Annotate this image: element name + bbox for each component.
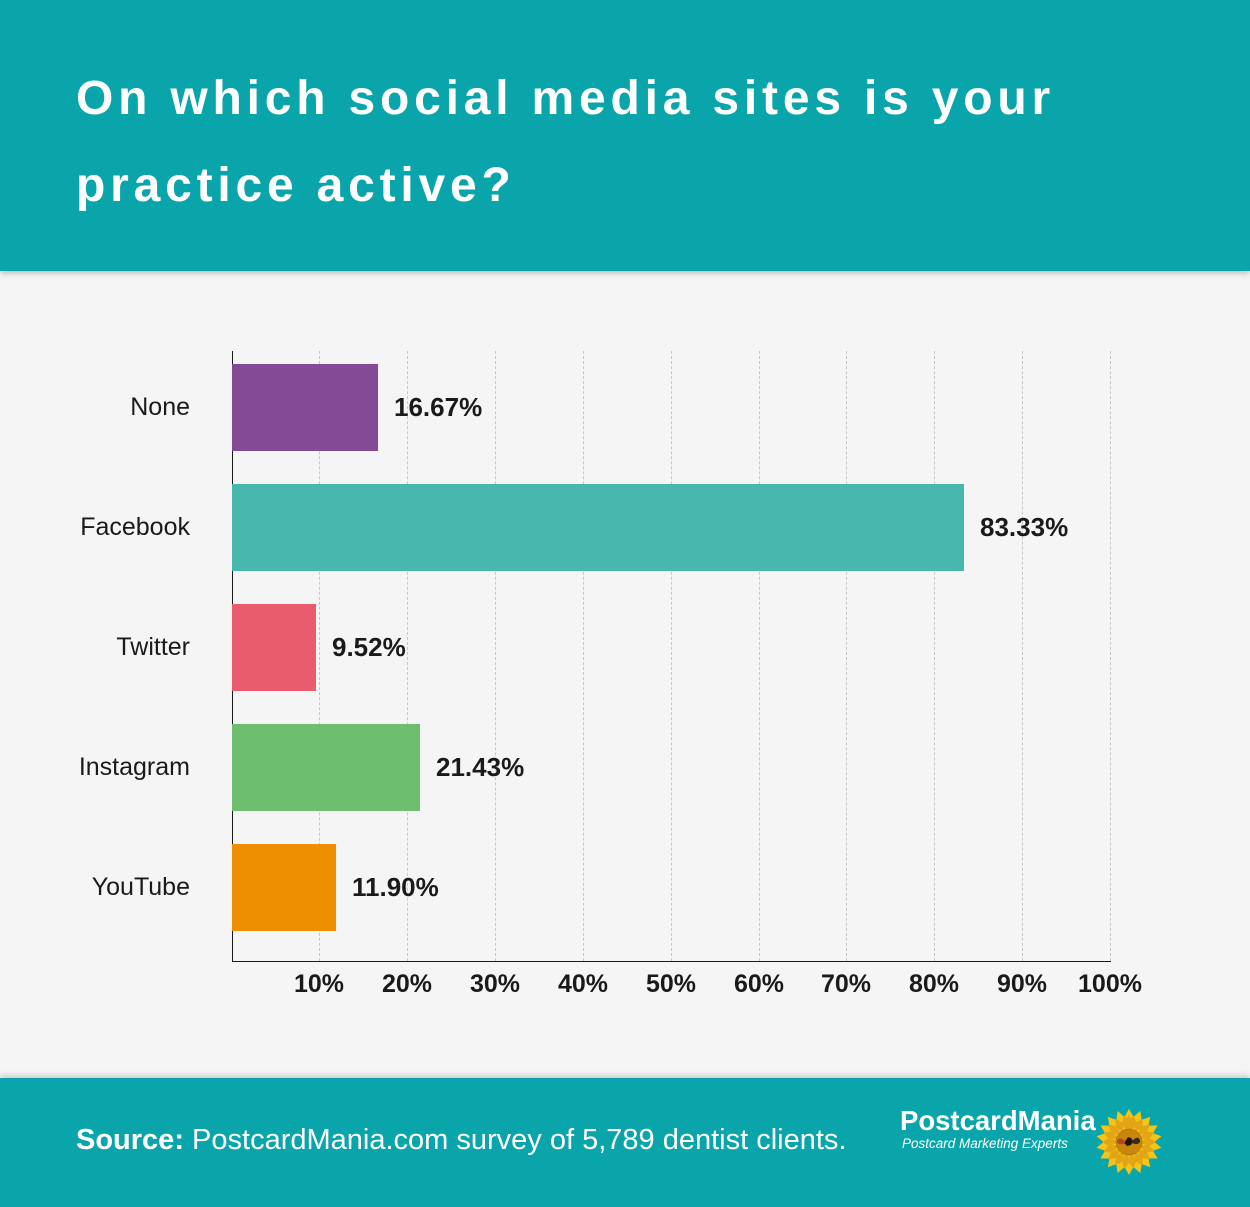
svg-text:PostcardMania: PostcardMania — [900, 1105, 1096, 1136]
svg-text:Postcard Marketing Experts: Postcard Marketing Experts — [902, 1136, 1068, 1151]
